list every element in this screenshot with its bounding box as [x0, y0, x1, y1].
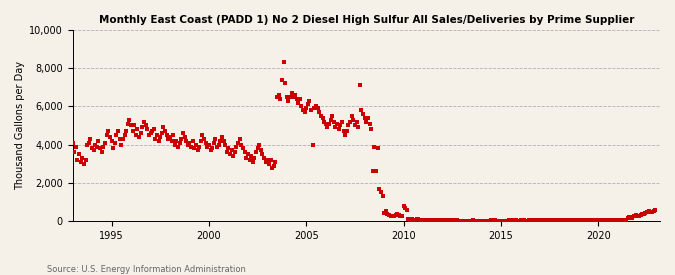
Title: Monthly East Coast (PADD 1) No 2 Diesel High Sulfur All Sales/Deliveries by Prim: Monthly East Coast (PADD 1) No 2 Diesel …: [99, 15, 634, 25]
Y-axis label: Thousand Gallons per Day: Thousand Gallons per Day: [15, 61, 25, 190]
Text: Source: U.S. Energy Information Administration: Source: U.S. Energy Information Administ…: [47, 265, 246, 274]
